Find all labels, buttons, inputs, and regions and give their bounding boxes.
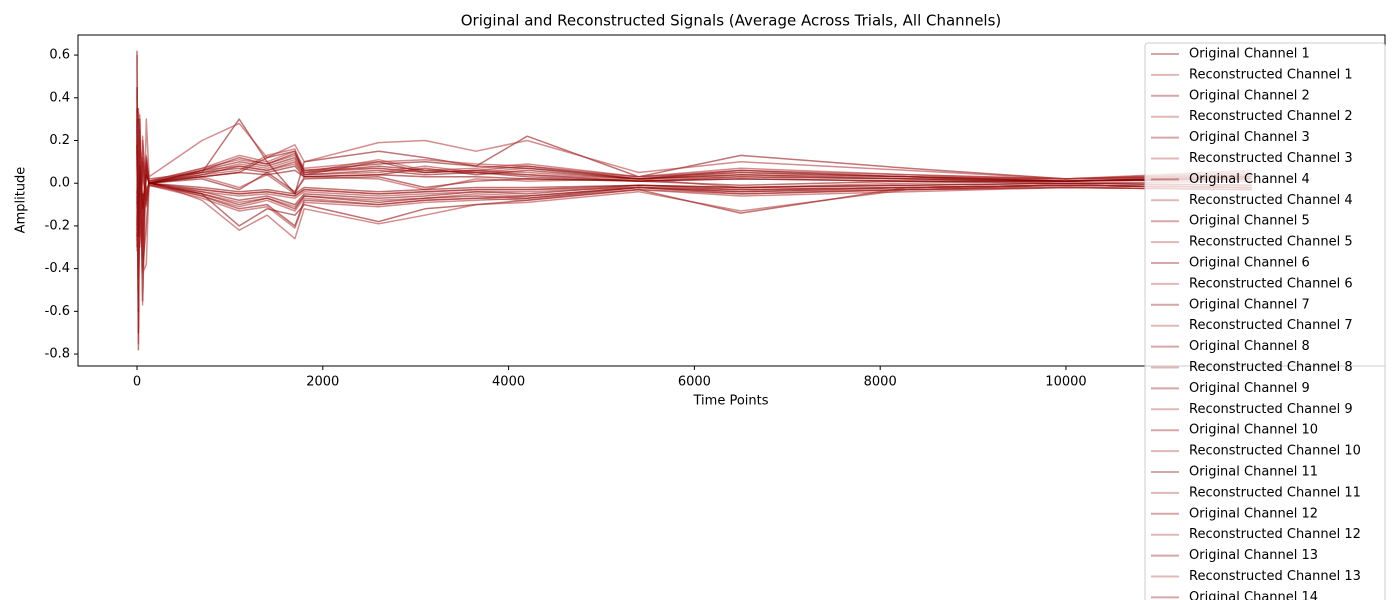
series-line: [136, 129, 1252, 313]
series-line: [136, 161, 1252, 237]
legend-label: Reconstructed Channel 5: [1189, 235, 1353, 250]
y-tick-label: 0.6: [49, 48, 70, 63]
series-line: [136, 112, 1252, 285]
x-tick-label: 2000: [306, 375, 339, 390]
series-line: [136, 93, 1252, 330]
legend-label: Original Channel 10: [1189, 423, 1318, 438]
legend-label: Original Channel 13: [1189, 548, 1318, 563]
series-line: [136, 135, 1252, 252]
legend-label: Original Channel 5: [1189, 214, 1310, 229]
legend-label: Original Channel 7: [1189, 297, 1310, 312]
legend-label: Reconstructed Channel 7: [1189, 318, 1353, 333]
y-tick-label: 0.4: [49, 90, 70, 105]
x-tick-label: 0: [133, 375, 141, 390]
legend-label: Reconstructed Channel 3: [1189, 151, 1353, 166]
legend-label: Reconstructed Channel 12: [1189, 527, 1361, 542]
y-axis-label: Amplitude: [14, 167, 29, 234]
x-tick-label: 8000: [864, 375, 897, 390]
legend-label: Reconstructed Channel 6: [1189, 276, 1353, 291]
y-tick-label: 0.0: [49, 176, 70, 191]
legend-label: Original Channel 14: [1189, 590, 1318, 600]
x-tick-label: 6000: [678, 375, 711, 390]
legend-label: Reconstructed Channel 4: [1189, 193, 1353, 208]
x-tick-label: 4000: [492, 375, 525, 390]
legend-label: Original Channel 2: [1189, 88, 1310, 103]
legend-label: Original Channel 1: [1189, 47, 1310, 62]
y-tick-label: -0.2: [45, 218, 70, 233]
series-line: [136, 146, 1252, 242]
legend-label: Reconstructed Channel 2: [1189, 109, 1353, 124]
y-tick-label: 0.2: [49, 133, 70, 148]
legend-label: Reconstructed Channel 8: [1189, 360, 1353, 375]
legend-label: Reconstructed Channel 9: [1189, 402, 1353, 417]
legend-label: Original Channel 6: [1189, 256, 1310, 271]
legend-box: [1144, 42, 1386, 600]
plot-area: [136, 50, 1252, 351]
legend-label: Reconstructed Channel 1: [1189, 67, 1353, 82]
x-axis-label: Time Points: [693, 394, 769, 409]
legend-label: Reconstructed Channel 11: [1189, 485, 1361, 500]
chart-title: Original and Reconstructed Signals (Aver…: [461, 12, 1002, 30]
series-line: [136, 125, 1252, 308]
legend-label: Original Channel 9: [1189, 381, 1310, 396]
series-line: [136, 55, 1252, 345]
legend-label: Original Channel 4: [1189, 172, 1310, 187]
legend: Original Channel 1 Reconstructed Channel …: [1144, 42, 1386, 600]
legend-label: Reconstructed Channel 13: [1189, 569, 1361, 584]
legend-label: Original Channel 8: [1189, 339, 1310, 354]
legend-label: Original Channel 3: [1189, 130, 1310, 145]
y-tick-label: -0.8: [45, 347, 70, 362]
y-tick-label: -0.6: [45, 304, 70, 319]
legend-label: Reconstructed Channel 10: [1189, 444, 1361, 459]
legend-label: Original Channel 12: [1189, 506, 1318, 521]
y-tick-label: -0.4: [45, 261, 70, 276]
series-line: [136, 144, 1252, 238]
legend-label: Original Channel 11: [1189, 465, 1318, 480]
x-tick-label: 10000: [1045, 375, 1086, 390]
